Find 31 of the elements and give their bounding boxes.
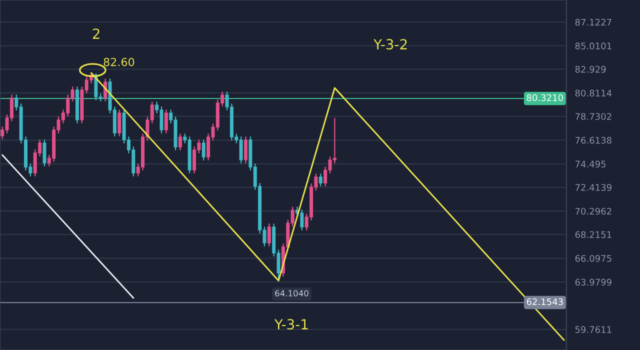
y-tick-label: 74.495 [575, 160, 606, 168]
annotation: 2 [92, 28, 100, 39]
y-tick-label: 85.0101 [575, 42, 612, 50]
candlestick [300, 209, 304, 231]
ref-line-label: 62.1543 [526, 298, 563, 306]
annotation: Y-3-2 [374, 39, 407, 50]
candlestick [267, 223, 271, 247]
candlestick [118, 109, 122, 137]
candlestick [244, 136, 248, 164]
candlestick [164, 109, 168, 134]
y-tick-label: 66.0975 [575, 254, 612, 262]
y-tick-label: 72.4139 [575, 184, 612, 191]
y-tick-label: 82.929 [575, 66, 606, 73]
annotation: 64.1040 [275, 290, 308, 296]
candlestick [192, 146, 196, 174]
y-tick-label: 87.1227 [575, 18, 612, 26]
y-tick-label: 63.9799 [575, 278, 612, 286]
candlestick [42, 139, 46, 167]
y-tick-label: 70.2962 [575, 208, 612, 215]
annotation: 82.60 [104, 58, 134, 66]
candlestick [318, 173, 322, 187]
candlestick [178, 133, 182, 151]
y-tick-label: 59.7611 [575, 326, 612, 333]
y-tick-label: 68.2151 [575, 231, 612, 238]
y-tick-label: 76.6138 [575, 136, 612, 144]
candlestick [104, 78, 108, 102]
candlestick [202, 139, 206, 161]
ref-line-label: 80.3210 [526, 94, 563, 102]
y-tick-label: 78.7302 [575, 113, 612, 120]
annotation: Y-3-1 [274, 319, 308, 330]
y-tick-label: 80.8114 [575, 90, 612, 97]
